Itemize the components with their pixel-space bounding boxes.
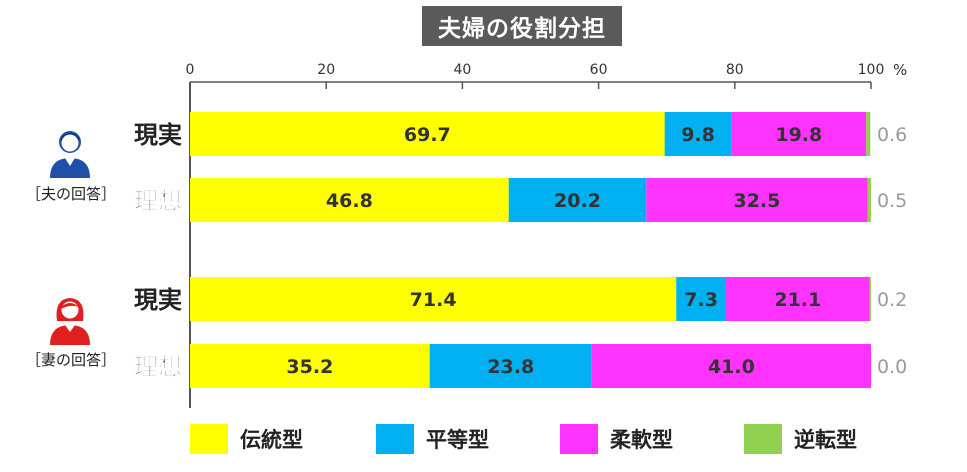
- legend-swatch: [190, 424, 228, 454]
- chart-title: 夫婦の役割分担: [422, 6, 622, 46]
- bar-segment: [429, 344, 592, 388]
- bar-value-label: 71.4: [410, 289, 457, 311]
- bar-segment: [664, 112, 732, 156]
- x-tick-label: 60: [590, 62, 608, 78]
- legend-item-equal: 平等型: [376, 421, 489, 457]
- bar-segment: [646, 178, 868, 222]
- x-tick-label: 0: [186, 62, 195, 78]
- legend-label: 逆転型: [794, 428, 857, 452]
- bar-value-label: 32.5: [733, 190, 780, 212]
- legend-swatch: [744, 424, 782, 454]
- bar-segment: [190, 112, 665, 156]
- x-tick-label: 100: [858, 62, 885, 78]
- category-label: 理想: [134, 187, 182, 215]
- bar-value-label: 20.2: [554, 190, 601, 212]
- legend-label: 柔軟型: [610, 428, 673, 452]
- bar-segment: [508, 178, 647, 222]
- legend-label: 平等型: [426, 428, 489, 452]
- bar-value-label-reverse: 0.6: [877, 124, 907, 146]
- legend-label: 伝統型: [240, 428, 303, 452]
- bar-value-label-reverse: 0.0: [877, 356, 907, 378]
- axis-unit-label: %: [893, 61, 908, 79]
- bar-segment: [731, 112, 867, 156]
- legend-item-flexible: 柔軟型: [560, 421, 673, 457]
- bar-value-label: 46.8: [326, 190, 373, 212]
- legend-item-reverse: 逆転型: [744, 421, 857, 457]
- category-label: 現実: [134, 121, 182, 149]
- bar-segment: [725, 277, 870, 321]
- bar-segment: [190, 344, 430, 388]
- bar-value-label: 69.7: [404, 124, 451, 146]
- bar-value-label: 35.2: [286, 356, 333, 378]
- bar-segment: [866, 112, 871, 156]
- x-tick-label: 40: [453, 62, 471, 78]
- legend-swatch: [560, 424, 598, 454]
- legend-swatch: [376, 424, 414, 454]
- bar-value-label: 19.8: [775, 124, 822, 146]
- x-tick-label: 20: [317, 62, 335, 78]
- bar-value-label: 23.8: [487, 356, 534, 378]
- bar-value-label: 7.3: [684, 289, 718, 311]
- legend-item-traditional: 伝統型: [190, 421, 303, 457]
- bar-segment: [190, 277, 677, 321]
- category-label: 理想: [134, 353, 182, 381]
- category-label: 現実: [134, 286, 182, 314]
- female-person-icon: [50, 298, 90, 345]
- bar-value-label: 9.8: [681, 124, 715, 146]
- bar-value-label-reverse: 0.5: [877, 190, 907, 212]
- bar-segment: [869, 277, 871, 321]
- male-person-icon: [50, 131, 90, 178]
- x-tick-label: 80: [726, 62, 744, 78]
- bar-value-label-reverse: 0.2: [877, 289, 907, 311]
- bar-value-label: 21.1: [774, 289, 821, 311]
- bar-segment: [190, 178, 509, 222]
- bar-segment: [867, 178, 871, 222]
- bar-value-label: 41.0: [708, 356, 755, 378]
- group-label-husband: ［夫の回答］: [26, 185, 117, 203]
- bar-segment: [676, 277, 726, 321]
- group-label-wife: ［妻の回答］: [26, 351, 117, 369]
- bar-segment: [591, 344, 871, 388]
